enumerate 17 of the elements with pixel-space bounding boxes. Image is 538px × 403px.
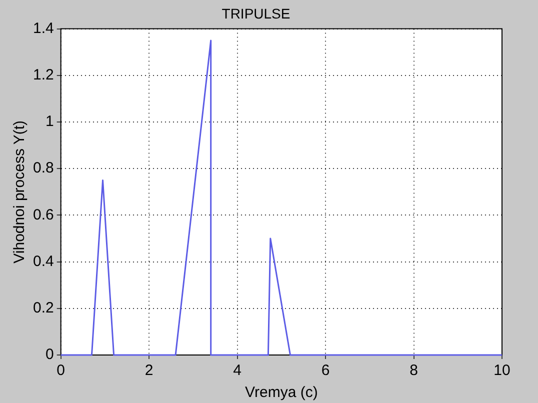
x-tick-label: 10 [494,362,510,380]
x-tick-label: 4 [233,362,242,380]
x-tick-label: 2 [144,362,154,380]
y-tick-label: 1.4 [32,20,54,37]
chart-title: TRIPULSE [222,5,290,22]
x-axis-title: Vremya (c) [245,384,318,402]
y-axis-title: Vihodnoi process Y(t) [11,120,28,264]
y-tick-label: 0.4 [32,252,54,270]
y-tick-label: 0.6 [32,206,54,224]
y-tick-label: 1 [46,113,54,130]
x-tick-label: 0 [56,362,66,380]
x-tick-label: 8 [410,362,418,380]
y-tick-label: 0.8 [32,160,54,177]
x-tick-label: 6 [321,362,330,380]
y-tick-label: 0.2 [32,300,54,317]
y-tick-label: 1.2 [32,66,54,84]
y-tick-label: 0 [46,346,54,364]
